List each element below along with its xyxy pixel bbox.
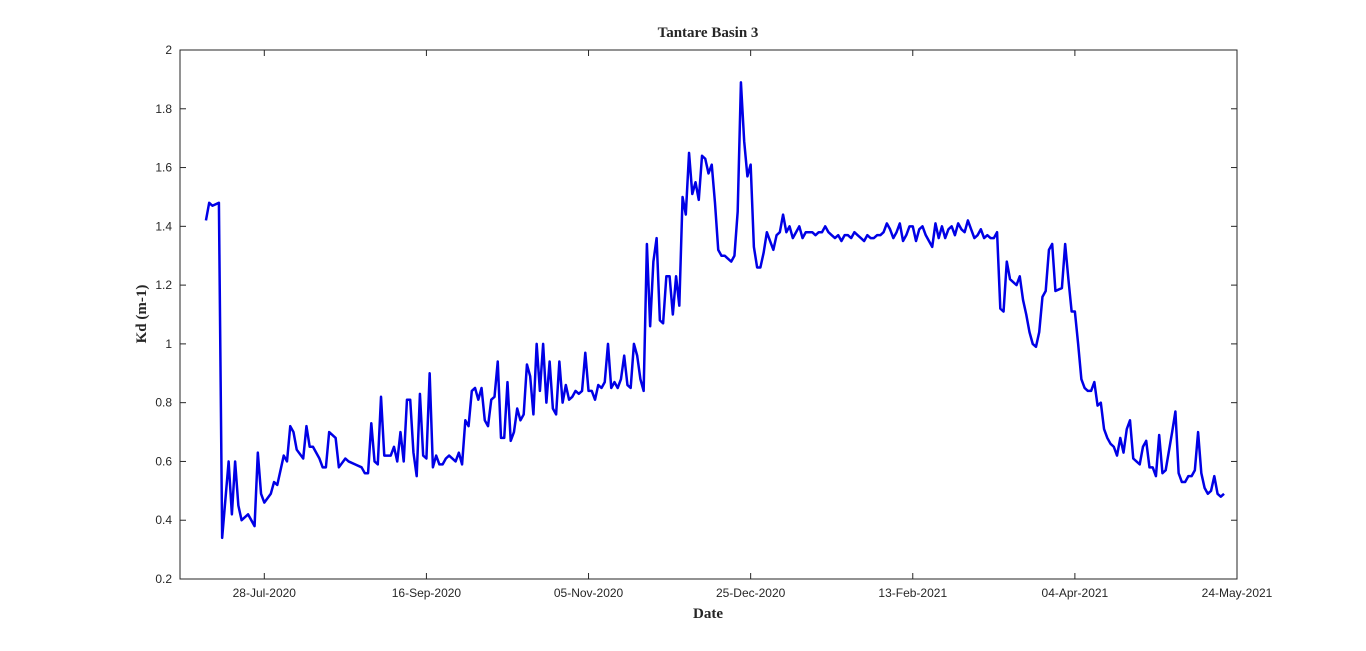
x-tick-label: 04-Apr-2021: [1042, 586, 1109, 600]
data-line: [204, 81, 1225, 540]
x-tick-label: 13-Feb-2021: [878, 586, 947, 600]
y-tick-label: 1.6: [155, 161, 172, 175]
plot-area: [179, 49, 1238, 580]
x-tick-label: 28-Jul-2020: [233, 586, 297, 600]
x-tick-label: 16-Sep-2020: [392, 586, 462, 600]
y-tick-label: 2: [165, 43, 172, 57]
x-tick-label: 25-Dec-2020: [716, 586, 786, 600]
y-tick-label: 0.6: [155, 454, 172, 468]
y-tick-label: 0.8: [155, 396, 172, 410]
y-tick-label: 0.4: [155, 513, 172, 527]
y-tick-label: 1.2: [155, 278, 172, 292]
x-axis-label: Date: [693, 606, 723, 622]
x-tick-label: 24-May-2021: [1202, 586, 1273, 600]
y-tick-label: 1: [165, 337, 172, 351]
y-tick-label: 1.4: [155, 219, 172, 233]
x-tick-label: 05-Nov-2020: [554, 586, 624, 600]
chart-title: Tantare Basin 3: [658, 25, 759, 41]
y-tick-label: 0.2: [155, 572, 172, 586]
y-axis-label: Kd (m-1): [134, 285, 150, 344]
y-tick-label: 1.8: [155, 102, 172, 116]
